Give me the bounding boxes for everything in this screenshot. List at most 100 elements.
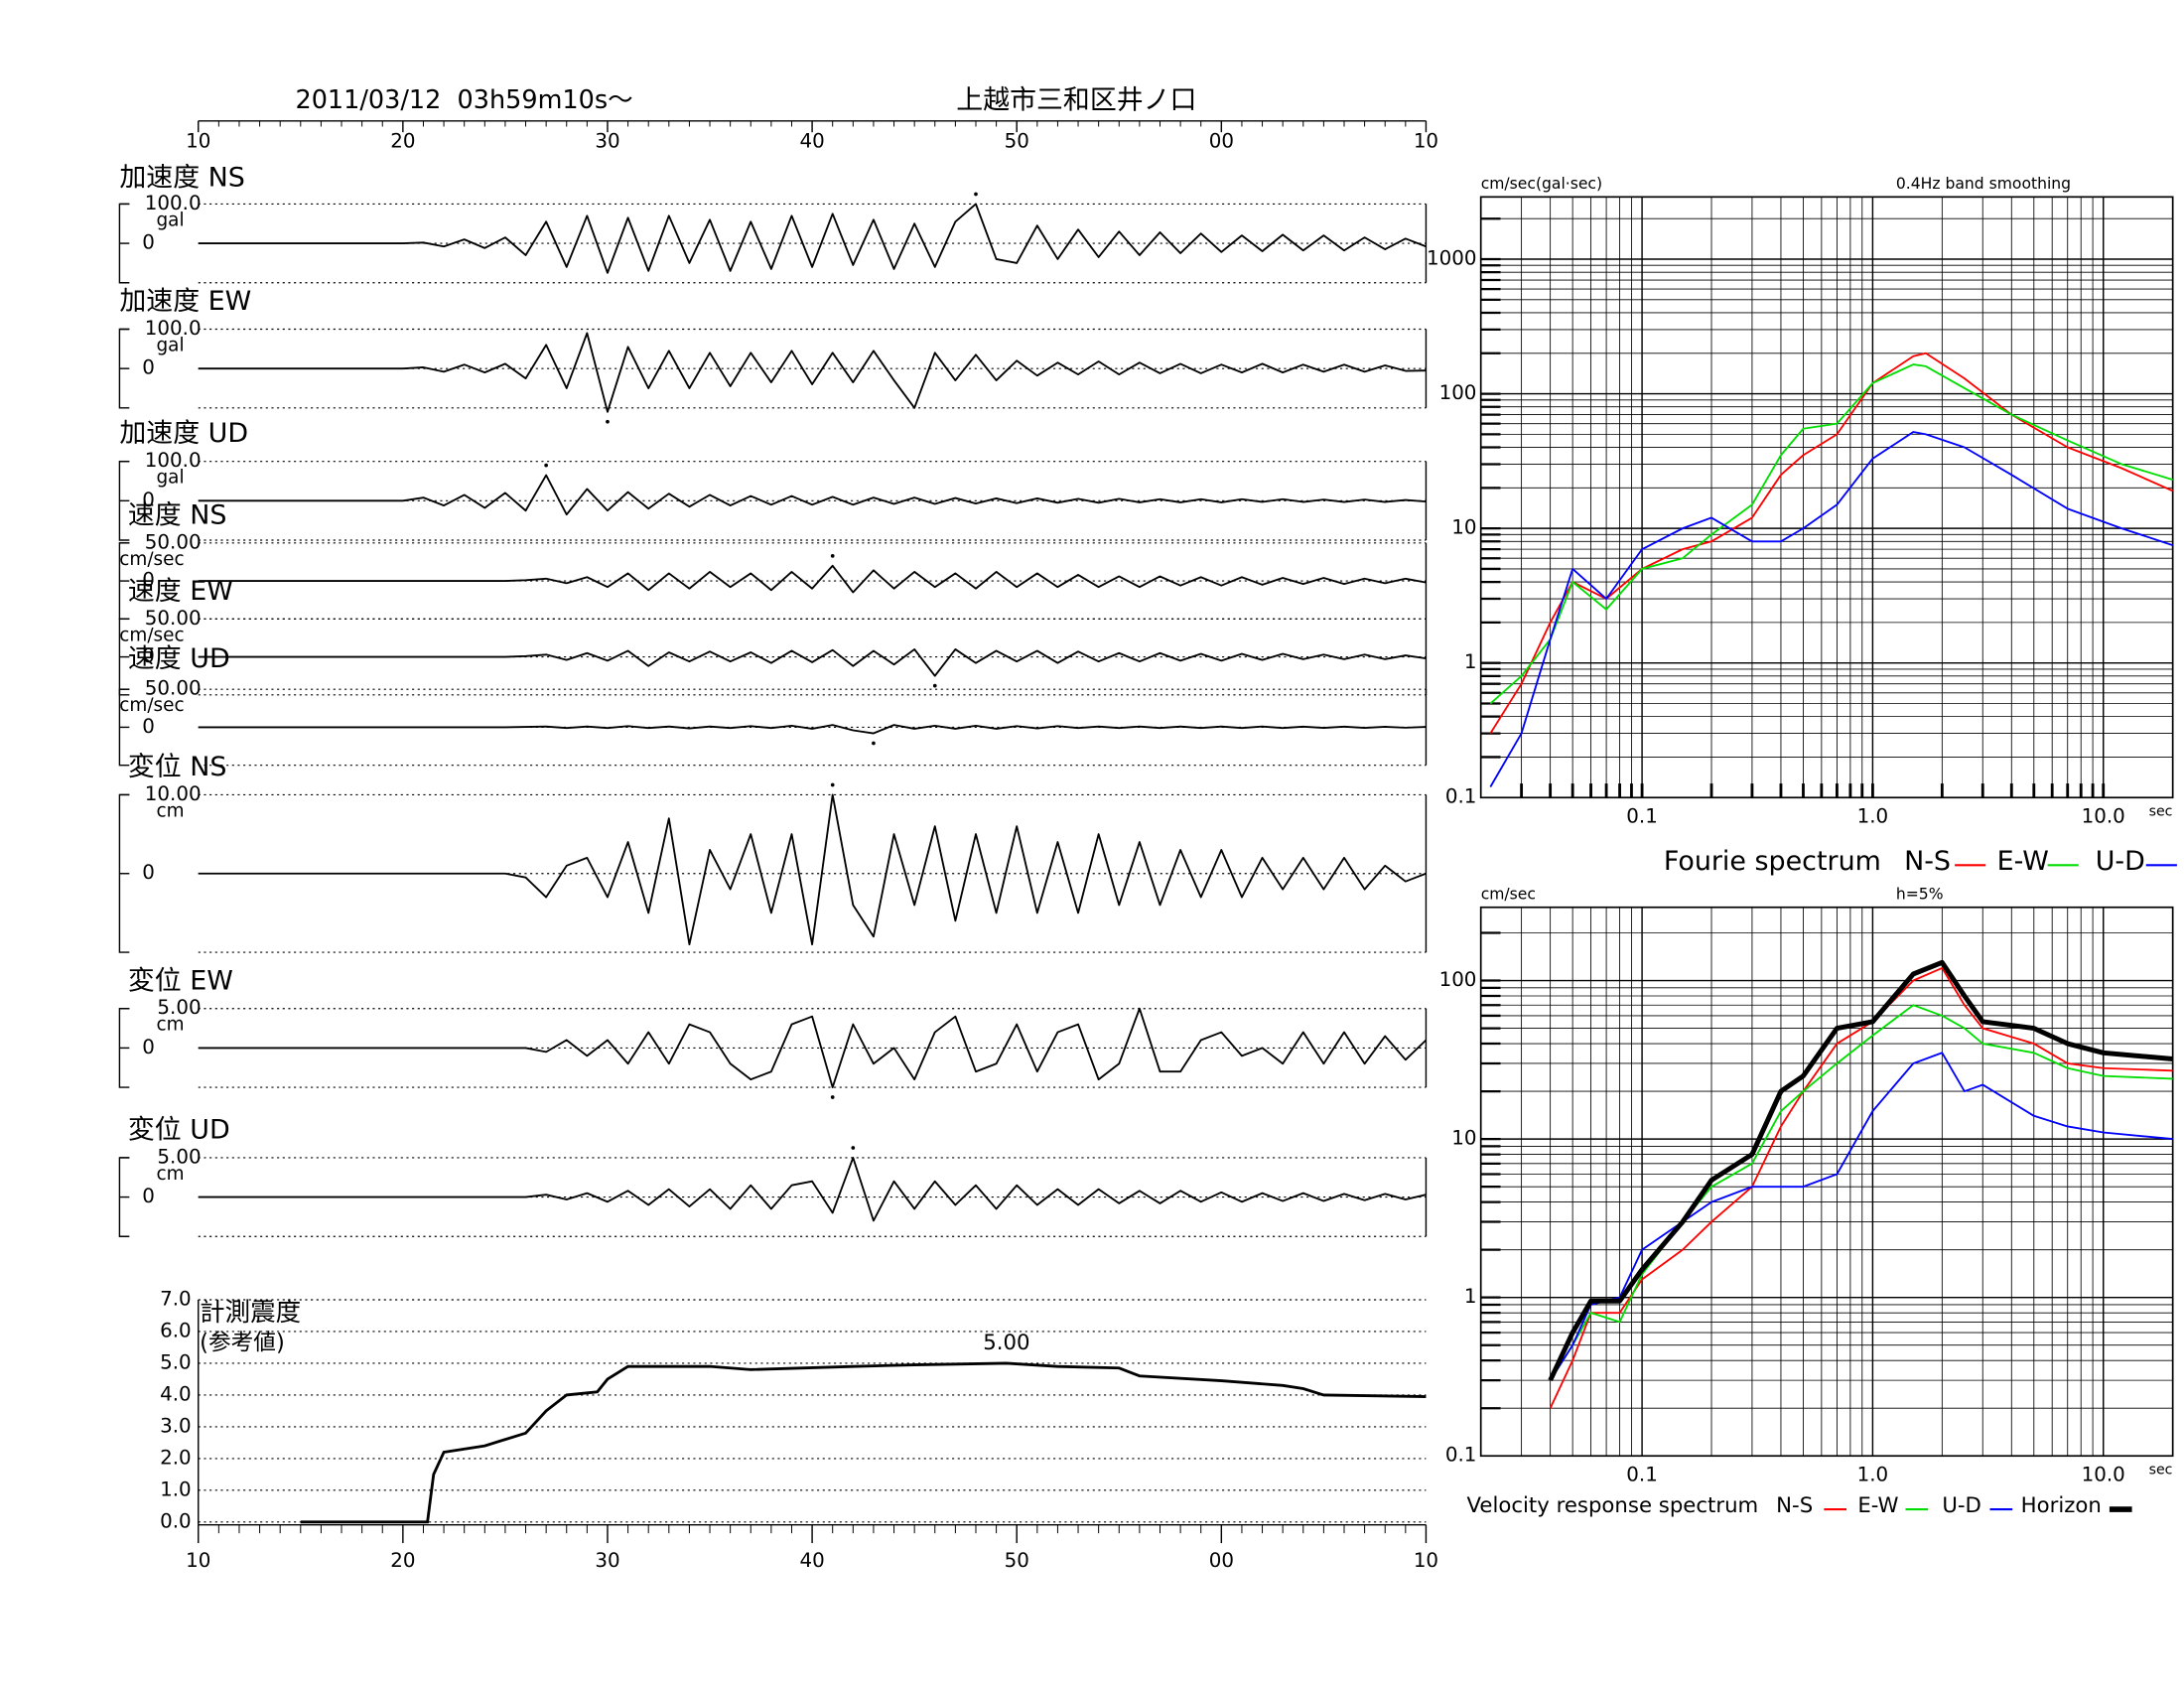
legend-label: U-D (2096, 846, 2145, 877)
y-tick-label: 5.0 (160, 1350, 192, 1373)
spectrum-line (1489, 352, 2174, 735)
unit-label: gal (156, 468, 184, 489)
trace-name: 加速度 UD (119, 418, 248, 449)
trace-name: 変位 NS (128, 752, 227, 782)
y-tick-label: 10 (1451, 1127, 1476, 1150)
legend-label: N-S (1776, 1493, 1813, 1518)
spectrum-line (1489, 363, 2173, 705)
legend-label: E-W (1997, 846, 2049, 877)
peak-marker (872, 741, 876, 746)
spectrum-line (1489, 431, 2173, 787)
chart-subtitle: h=5% (1896, 885, 1944, 903)
y-tick-label: 10.00 (145, 782, 202, 805)
time-tick-label: 00 (1209, 1549, 1234, 1572)
x-axis-label: sec (2149, 1462, 2173, 1477)
waveform (198, 724, 1427, 735)
waveform (198, 1007, 1428, 1089)
legend-label: N-S (1904, 846, 1951, 877)
chart-subtitle: (参考値) (200, 1330, 285, 1355)
y-tick-label: 0 (142, 715, 155, 738)
peak-marker (830, 1095, 835, 1099)
waveform (198, 564, 1427, 594)
y-tick-label: 100 (1439, 968, 1477, 991)
chart-title: Fourie spectrum (1664, 846, 1881, 877)
y-tick-label: 0 (142, 489, 155, 511)
legend-label: Horizon (2021, 1493, 2102, 1518)
waveform (198, 793, 1427, 946)
y-tick-label: 0 (142, 231, 155, 254)
y-tick-label: 1 (1464, 650, 1477, 673)
y-tick-label: 100 (1439, 381, 1477, 404)
x-tick-label: 1.0 (1857, 1464, 1889, 1486)
y-tick-label: 50.00 (145, 607, 202, 630)
peak-marker (851, 1146, 856, 1150)
y-tick-label: 0 (142, 644, 155, 667)
waveform (198, 203, 1427, 274)
spectrum-line (1549, 966, 2173, 1409)
time-tick-label: 50 (1005, 130, 1029, 153)
x-tick-label: 0.1 (1626, 805, 1658, 828)
y-tick-label: 5.00 (157, 1145, 201, 1168)
unit-label: cm/sec (119, 549, 184, 570)
chart-title: Velocity response spectrum (1467, 1493, 1759, 1518)
legend-label: U-D (1942, 1493, 1981, 1518)
chart-title: 計測震度 (200, 1298, 301, 1328)
time-tick-label: 00 (1209, 130, 1234, 153)
time-tick-label: 50 (1005, 1549, 1029, 1572)
unit-label: cm (157, 1015, 185, 1036)
y-tick-label: 0.0 (160, 1509, 192, 1532)
legend-label: E-W (1857, 1493, 1898, 1518)
chart-subtitle: 0.4Hz band smoothing (1896, 175, 2071, 193)
waveform (198, 648, 1427, 677)
trace-name: 加速度 EW (119, 286, 251, 317)
time-tick-label: 40 (799, 130, 824, 153)
annotation: 5.00 (983, 1331, 1029, 1355)
y-tick-label: 10 (1451, 516, 1476, 539)
station-name: 上越市三和区井ノ口 (956, 84, 1196, 115)
y-tick-label: 1000 (1427, 247, 1476, 270)
y-tick-label: 0 (142, 1185, 155, 1207)
time-tick-label: 10 (186, 130, 210, 153)
y-tick-label: 2.0 (160, 1446, 192, 1469)
y-tick-label: 0 (142, 569, 155, 592)
y-tick-label: 100.0 (145, 317, 202, 340)
peak-marker (544, 463, 548, 468)
time-tick-label: 30 (595, 1549, 619, 1572)
peak-marker (974, 192, 978, 197)
x-tick-label: 1.0 (1857, 805, 1889, 828)
trace-name: 加速度 NS (119, 162, 244, 193)
unit-label: cm (157, 800, 185, 821)
y-axis-label: cm/sec(gal·sec) (1481, 175, 1602, 193)
x-tick-label: 0.1 (1626, 1464, 1658, 1486)
peak-marker (830, 782, 835, 787)
y-tick-label: 100.0 (145, 449, 202, 472)
spectrum-line (1548, 959, 2173, 1382)
y-tick-label: 0 (142, 1036, 155, 1058)
time-tick-label: 20 (390, 130, 415, 153)
y-tick-label: 0.1 (1445, 785, 1477, 808)
y-tick-label: 1.0 (160, 1477, 192, 1500)
y-tick-label: 100.0 (145, 192, 202, 214)
time-tick-label: 10 (1414, 1549, 1438, 1572)
time-tick-label: 30 (595, 130, 619, 153)
x-axis-label: sec (2149, 803, 2173, 819)
unit-label: gal (156, 210, 184, 230)
y-axis-label: cm/sec (1481, 885, 1536, 903)
y-tick-label: 50.00 (145, 530, 202, 553)
unit-label: cm (157, 1164, 185, 1185)
y-tick-label: 5.00 (157, 996, 201, 1019)
record-time: 2011/03/12 03h59m10s〜 (295, 85, 632, 115)
waveform (198, 474, 1427, 516)
trace-name: 変位 UD (128, 1114, 230, 1145)
waveform (198, 1156, 1427, 1222)
y-tick-label: 0.1 (1445, 1444, 1477, 1467)
spectrum-line (1549, 1004, 2173, 1381)
x-tick-label: 10.0 (2082, 1464, 2125, 1486)
unit-label: cm/sec (119, 695, 184, 716)
spectrum-line (1549, 1052, 2173, 1381)
y-tick-label: 0 (142, 861, 155, 884)
y-tick-label: 0 (142, 356, 155, 379)
trace-name: 変位 EW (128, 965, 233, 996)
y-tick-label: 1 (1464, 1285, 1477, 1308)
